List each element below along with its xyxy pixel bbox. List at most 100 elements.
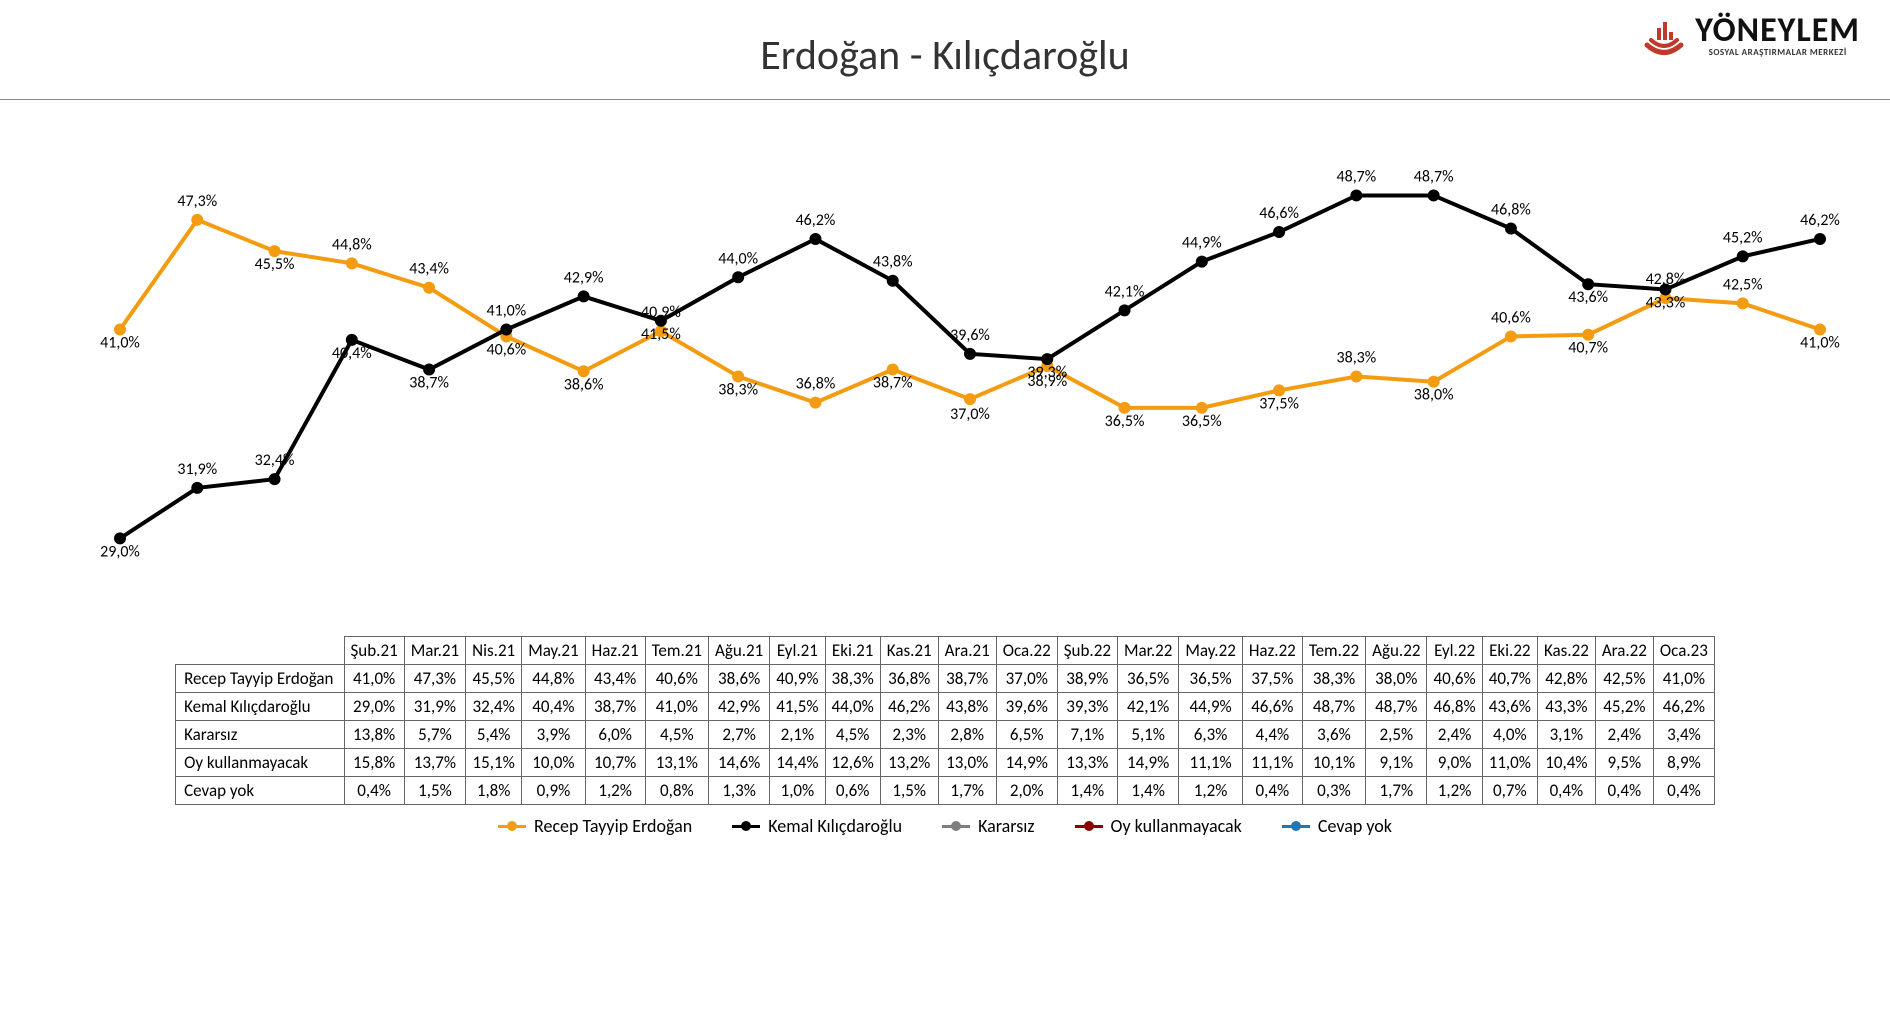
- table-col-2: Nis.21: [466, 637, 522, 665]
- logo-sub: SOSYAL ARAŞTIRMALAR MERKEZİ: [1695, 48, 1860, 57]
- cell-4-16: 0,3%: [1302, 777, 1365, 805]
- table-col-11: Oca.22: [996, 637, 1057, 665]
- data-label-kilicdaroglu-12: 39,3%: [1027, 363, 1067, 382]
- cell-2-4: 6,0%: [585, 721, 645, 749]
- data-label-erdogan-5: 40,6%: [486, 340, 526, 359]
- table-corner: [176, 637, 344, 665]
- cell-3-12: 13,3%: [1057, 749, 1117, 777]
- cell-3-5: 13,1%: [645, 749, 708, 777]
- cell-2-2: 5,4%: [466, 721, 522, 749]
- cell-1-10: 43,8%: [938, 693, 996, 721]
- row-label-3: Oy kullanmayacak: [176, 749, 344, 777]
- cell-1-15: 46,6%: [1242, 693, 1302, 721]
- table-col-13: Mar.22: [1117, 637, 1178, 665]
- title-bar: Erdoğan - Kılıçdaroğlu YÖNEYLEM SOSYAL A…: [0, 0, 1890, 100]
- data-label-kilicdaroglu-6: 42,9%: [564, 268, 604, 287]
- cell-2-5: 4,5%: [645, 721, 708, 749]
- cell-3-21: 9,5%: [1595, 749, 1653, 777]
- data-label-kilicdaroglu-8: 44,0%: [718, 249, 758, 268]
- cell-0-14: 36,5%: [1179, 665, 1242, 693]
- cell-2-12: 7,1%: [1057, 721, 1117, 749]
- data-label-kilicdaroglu-7: 41,5%: [641, 325, 681, 344]
- data-label-erdogan-19: 40,7%: [1568, 339, 1608, 358]
- cell-1-2: 32,4%: [466, 693, 522, 721]
- data-label-kilicdaroglu-22: 46,2%: [1800, 211, 1840, 230]
- cell-1-12: 39,3%: [1057, 693, 1117, 721]
- data-label-erdogan-3: 44,8%: [332, 235, 372, 254]
- data-table: Şub.21Mar.21Nis.21May.21Haz.21Tem.21Ağu.…: [175, 636, 1715, 805]
- marker-kilicdaroglu-2: [269, 473, 281, 485]
- cell-0-9: 36,8%: [880, 665, 938, 693]
- legend-label-4: Cevap yok: [1318, 815, 1392, 837]
- cell-4-19: 0,7%: [1482, 777, 1537, 805]
- cell-0-18: 40,6%: [1427, 665, 1482, 693]
- cell-0-6: 38,6%: [708, 665, 769, 693]
- cell-1-22: 46,2%: [1653, 693, 1714, 721]
- marker-kilicdaroglu-5: [500, 323, 512, 335]
- logo: YÖNEYLEM SOSYAL ARAŞTIRMALAR MERKEZİ: [1639, 10, 1860, 60]
- cell-3-11: 14,9%: [996, 749, 1057, 777]
- marker-erdogan-1: [191, 214, 203, 226]
- table-col-10: Ara.21: [938, 637, 996, 665]
- cell-0-20: 42,8%: [1537, 665, 1595, 693]
- cell-2-0: 13,8%: [344, 721, 404, 749]
- cell-3-13: 14,9%: [1117, 749, 1178, 777]
- data-label-kilicdaroglu-19: 43,6%: [1568, 288, 1608, 307]
- cell-3-16: 10,1%: [1302, 749, 1365, 777]
- cell-3-9: 13,2%: [880, 749, 938, 777]
- table-col-19: Eki.22: [1482, 637, 1537, 665]
- marker-kilicdaroglu-18: [1505, 223, 1517, 235]
- data-label-erdogan-0: 41,0%: [100, 333, 140, 352]
- cell-2-7: 2,1%: [770, 721, 825, 749]
- cell-0-1: 47,3%: [404, 665, 465, 693]
- legend-marker: [498, 820, 528, 832]
- cell-1-7: 41,5%: [770, 693, 825, 721]
- table-col-12: Şub.22: [1057, 637, 1117, 665]
- cell-3-17: 9,1%: [1366, 749, 1427, 777]
- data-label-kilicdaroglu-16: 48,7%: [1336, 167, 1376, 186]
- table-col-3: May.21: [522, 637, 585, 665]
- cell-3-22: 8,9%: [1653, 749, 1714, 777]
- data-label-kilicdaroglu-2: 32,4%: [255, 451, 295, 470]
- legend-label-1: Kemal Kılıçdaroğlu: [768, 815, 902, 837]
- cell-1-11: 39,6%: [996, 693, 1057, 721]
- marker-erdogan-16: [1350, 370, 1362, 382]
- cell-1-3: 40,4%: [522, 693, 585, 721]
- data-label-erdogan-21: 42,5%: [1723, 275, 1763, 294]
- table-col-15: Haz.22: [1242, 637, 1302, 665]
- legend-item-0: Recep Tayyip Erdoğan: [498, 815, 692, 837]
- cell-0-12: 38,9%: [1057, 665, 1117, 693]
- table-col-17: Ağu.22: [1366, 637, 1427, 665]
- cell-3-15: 11,1%: [1242, 749, 1302, 777]
- cell-1-6: 42,9%: [708, 693, 769, 721]
- legend-marker: [732, 820, 762, 832]
- data-label-erdogan-8: 38,3%: [718, 380, 758, 399]
- series-line-erdogan: [120, 220, 1820, 408]
- cell-0-0: 41,0%: [344, 665, 404, 693]
- data-label-erdogan-2: 45,5%: [255, 255, 295, 274]
- cell-2-15: 4,4%: [1242, 721, 1302, 749]
- data-label-kilicdaroglu-13: 42,1%: [1105, 282, 1145, 301]
- table-col-16: Tem.22: [1302, 637, 1365, 665]
- cell-4-13: 1,4%: [1117, 777, 1178, 805]
- cell-1-9: 46,2%: [880, 693, 938, 721]
- cell-4-17: 1,7%: [1366, 777, 1427, 805]
- table-col-8: Eki.21: [825, 637, 880, 665]
- data-label-erdogan-22: 41,0%: [1800, 333, 1840, 352]
- cell-2-11: 6,5%: [996, 721, 1057, 749]
- data-label-erdogan-4: 43,4%: [409, 260, 449, 279]
- cell-4-15: 0,4%: [1242, 777, 1302, 805]
- legend-marker: [942, 820, 972, 832]
- cell-2-8: 4,5%: [825, 721, 880, 749]
- data-label-kilicdaroglu-14: 44,9%: [1182, 234, 1222, 253]
- data-label-erdogan-6: 38,6%: [564, 375, 604, 394]
- cell-0-19: 40,7%: [1482, 665, 1537, 693]
- cell-0-21: 42,5%: [1595, 665, 1653, 693]
- data-label-kilicdaroglu-15: 46,6%: [1259, 204, 1299, 223]
- table-col-20: Kas.22: [1537, 637, 1595, 665]
- marker-erdogan-11: [964, 393, 976, 405]
- table-col-7: Eyl.21: [770, 637, 825, 665]
- data-label-kilicdaroglu-10: 43,8%: [873, 253, 913, 272]
- cell-3-10: 13,0%: [938, 749, 996, 777]
- cell-0-5: 40,6%: [645, 665, 708, 693]
